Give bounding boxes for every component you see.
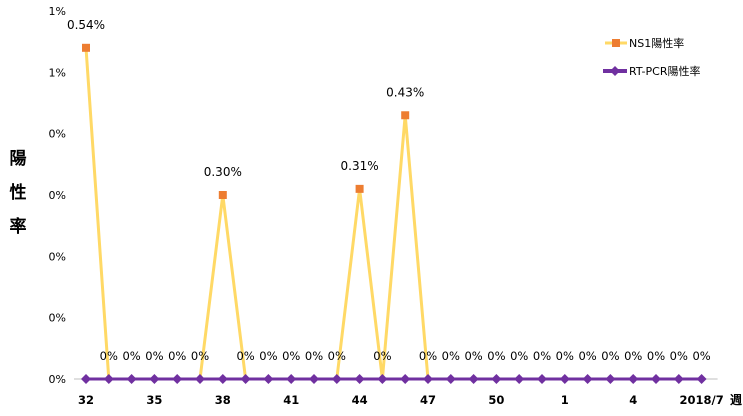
ns1-data-label: 0% bbox=[442, 349, 460, 363]
y-axis-label-char: 陽 bbox=[10, 149, 27, 169]
x-tick-label: 32 bbox=[78, 393, 94, 407]
legend-rt-pcr-label: RT-PCR陽性率 bbox=[629, 64, 700, 78]
rt-pcr-point bbox=[149, 374, 160, 384]
ns1-data-label: 0% bbox=[601, 349, 619, 363]
ns1-data-label: 0% bbox=[282, 349, 300, 363]
rt-pcr-point bbox=[400, 374, 411, 384]
y-tick-label: 0% bbox=[49, 373, 66, 386]
x-tick-label: 2018/7 bbox=[679, 393, 723, 407]
y-axis-label-char: 性 bbox=[10, 182, 27, 203]
x-tick-label: 44 bbox=[352, 393, 368, 407]
rt-pcr-point bbox=[81, 374, 91, 384]
ns1-data-label: 0% bbox=[670, 349, 688, 363]
legend-rt-pcr-marker bbox=[610, 66, 620, 76]
ns1-data-label: 0% bbox=[419, 349, 437, 363]
rt-pcr-point bbox=[286, 374, 297, 384]
y-tick-label: 0% bbox=[49, 189, 66, 202]
rt-pcr-point bbox=[240, 374, 251, 384]
ns1-data-label: 0% bbox=[556, 349, 574, 363]
ns1-data-label: 0% bbox=[692, 349, 710, 363]
ns1-data-label: 0% bbox=[464, 349, 482, 363]
rt-pcr-point bbox=[559, 374, 570, 384]
rt-pcr-point bbox=[126, 374, 137, 384]
rt-pcr-point bbox=[605, 374, 616, 384]
ns1-data-label: 0% bbox=[236, 349, 254, 363]
y-tick-label: 0% bbox=[49, 312, 66, 325]
y-tick-label: 1% bbox=[49, 5, 66, 18]
ns1-data-label: 0% bbox=[145, 349, 163, 363]
x-tick-label: 35 bbox=[146, 393, 162, 407]
rt-pcr-point bbox=[628, 374, 639, 384]
rt-pcr-point bbox=[651, 374, 661, 384]
rt-pcr-point bbox=[491, 374, 502, 384]
y-tick-label: 1% bbox=[49, 66, 66, 79]
rt-pcr-point bbox=[172, 374, 183, 384]
rt-pcr-point bbox=[582, 374, 593, 384]
ns1-data-label: 0% bbox=[100, 349, 118, 363]
ns1-data-label: 0% bbox=[328, 349, 346, 363]
rt-pcr-point bbox=[263, 374, 274, 384]
ns1-point bbox=[401, 111, 410, 120]
x-axis-label: 週 bbox=[730, 392, 742, 407]
rt-pcr-point bbox=[103, 374, 114, 384]
rt-pcr-point bbox=[468, 374, 479, 384]
ns1-data-label: 0% bbox=[647, 349, 665, 363]
rt-pcr-point bbox=[195, 374, 205, 384]
ns1-data-label: 0% bbox=[122, 349, 140, 363]
rt-pcr-point bbox=[423, 374, 433, 384]
y-tick-label: 0% bbox=[49, 250, 66, 263]
ns1-data-label: 0.43% bbox=[386, 85, 424, 99]
ns1-data-label: 0% bbox=[373, 349, 391, 363]
ns1-data-label: 0.31% bbox=[341, 159, 379, 173]
x-tick-label: 1 bbox=[561, 393, 569, 407]
ns1-point bbox=[355, 184, 364, 193]
rt-pcr-point bbox=[696, 374, 707, 384]
rt-pcr-point bbox=[673, 374, 684, 384]
ns1-data-label: 0% bbox=[259, 349, 277, 363]
x-tick-label: 4 bbox=[629, 393, 637, 407]
rt-pcr-point bbox=[445, 374, 456, 384]
ns1-data-label: 0.30% bbox=[204, 165, 242, 179]
rt-pcr-point bbox=[514, 374, 525, 384]
rt-pcr-point bbox=[377, 374, 388, 384]
ns1-data-label: 0% bbox=[578, 349, 596, 363]
ns1-data-label: 0% bbox=[533, 349, 551, 363]
rt-pcr-point bbox=[331, 374, 342, 384]
x-tick-label: 38 bbox=[215, 393, 231, 407]
x-tick-label: 41 bbox=[283, 393, 299, 407]
ns1-data-label: 0% bbox=[624, 349, 642, 363]
rt-pcr-point bbox=[537, 374, 547, 384]
legend-ns1-label: NS1陽性率 bbox=[629, 36, 684, 50]
ns1-data-label: 0.54% bbox=[67, 18, 105, 32]
x-tick-label: 50 bbox=[488, 393, 504, 407]
legend-ns1-marker bbox=[612, 39, 620, 47]
y-tick-label: 0% bbox=[49, 128, 66, 141]
ns1-data-label: 0% bbox=[191, 349, 209, 363]
rt-pcr-point bbox=[217, 374, 228, 384]
ns1-data-label: 0% bbox=[305, 349, 323, 363]
ns1-data-label: 0% bbox=[487, 349, 505, 363]
ns1-point bbox=[218, 191, 227, 199]
rt-pcr-point bbox=[354, 374, 365, 384]
ns1-data-label: 0% bbox=[510, 349, 528, 363]
ns1-point bbox=[82, 43, 90, 52]
rt-pcr-point bbox=[309, 374, 319, 384]
y-axis-label-char: 率 bbox=[10, 216, 27, 237]
ns1-data-label: 0% bbox=[168, 349, 186, 363]
x-tick-label: 47 bbox=[420, 393, 436, 407]
